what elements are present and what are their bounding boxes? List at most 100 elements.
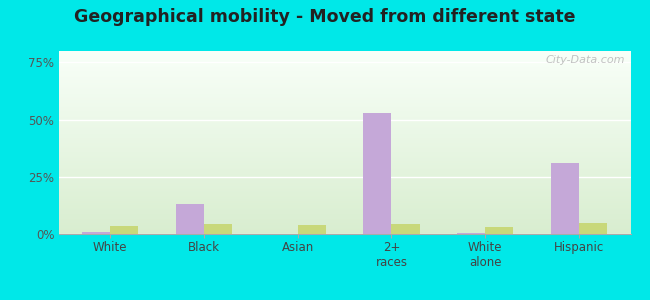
Bar bbox=[58, 85, 630, 86]
Bar bbox=[58, 70, 630, 71]
Bar bbox=[58, 90, 630, 91]
Bar bbox=[58, 159, 630, 160]
Bar bbox=[58, 214, 630, 215]
Bar bbox=[58, 202, 630, 203]
Bar bbox=[58, 213, 630, 214]
Bar bbox=[58, 193, 630, 194]
Bar bbox=[58, 143, 630, 144]
Bar bbox=[58, 135, 630, 136]
Bar bbox=[58, 171, 630, 172]
Bar bbox=[58, 187, 630, 188]
Bar bbox=[58, 156, 630, 157]
Bar bbox=[298, 225, 326, 234]
Bar bbox=[58, 179, 630, 180]
Bar bbox=[58, 204, 630, 205]
Bar bbox=[58, 120, 630, 121]
Bar bbox=[58, 208, 630, 209]
Bar bbox=[58, 136, 630, 137]
Bar bbox=[58, 118, 630, 119]
Bar bbox=[58, 117, 630, 118]
Bar bbox=[58, 162, 630, 163]
Bar bbox=[457, 233, 485, 234]
Bar bbox=[58, 201, 630, 202]
Bar bbox=[58, 51, 630, 52]
Bar bbox=[58, 69, 630, 70]
Bar bbox=[58, 77, 630, 78]
Bar bbox=[58, 205, 630, 206]
Bar bbox=[58, 131, 630, 132]
Bar bbox=[579, 223, 607, 234]
Bar bbox=[58, 129, 630, 130]
Bar bbox=[58, 183, 630, 184]
Bar bbox=[58, 147, 630, 148]
Bar bbox=[58, 64, 630, 65]
Bar bbox=[58, 151, 630, 152]
Bar bbox=[58, 192, 630, 193]
Bar bbox=[58, 220, 630, 221]
Bar bbox=[58, 134, 630, 135]
Bar bbox=[58, 230, 630, 231]
Bar bbox=[58, 191, 630, 192]
Bar bbox=[58, 111, 630, 112]
Bar bbox=[58, 84, 630, 85]
Bar bbox=[58, 97, 630, 98]
Bar bbox=[58, 59, 630, 60]
Bar bbox=[58, 186, 630, 187]
Bar bbox=[58, 223, 630, 224]
Bar bbox=[58, 107, 630, 108]
Bar bbox=[58, 152, 630, 153]
Bar bbox=[58, 52, 630, 53]
Bar bbox=[58, 98, 630, 99]
Bar bbox=[58, 141, 630, 142]
Bar bbox=[58, 215, 630, 216]
Bar bbox=[58, 144, 630, 145]
Bar bbox=[58, 169, 630, 170]
Bar bbox=[58, 63, 630, 64]
Bar bbox=[58, 185, 630, 186]
Bar bbox=[58, 182, 630, 183]
Bar bbox=[58, 180, 630, 181]
Bar bbox=[58, 161, 630, 162]
Bar bbox=[391, 224, 419, 234]
Bar bbox=[58, 106, 630, 107]
Bar bbox=[58, 216, 630, 217]
Bar bbox=[58, 197, 630, 198]
Bar bbox=[58, 92, 630, 93]
Bar bbox=[176, 204, 204, 234]
Bar bbox=[363, 113, 391, 234]
Bar bbox=[485, 227, 514, 234]
Bar bbox=[58, 145, 630, 146]
Bar bbox=[58, 158, 630, 159]
Bar bbox=[58, 165, 630, 166]
Bar bbox=[58, 56, 630, 57]
Bar bbox=[58, 66, 630, 67]
Bar bbox=[58, 80, 630, 81]
Bar bbox=[58, 72, 630, 73]
Bar bbox=[58, 65, 630, 66]
Bar bbox=[58, 177, 630, 178]
Bar bbox=[58, 190, 630, 191]
Bar bbox=[58, 102, 630, 103]
Bar bbox=[58, 54, 630, 55]
Bar bbox=[58, 71, 630, 72]
Bar bbox=[58, 137, 630, 138]
Bar bbox=[58, 176, 630, 177]
Bar bbox=[58, 178, 630, 179]
Bar bbox=[58, 232, 630, 233]
Bar bbox=[58, 91, 630, 92]
Bar bbox=[58, 164, 630, 165]
Bar bbox=[58, 132, 630, 133]
Bar bbox=[58, 127, 630, 128]
Bar bbox=[58, 184, 630, 185]
Bar bbox=[58, 123, 630, 124]
Bar bbox=[58, 173, 630, 174]
Bar bbox=[58, 203, 630, 204]
Bar bbox=[58, 82, 630, 83]
Bar bbox=[58, 115, 630, 116]
Bar bbox=[58, 112, 630, 113]
Bar bbox=[58, 103, 630, 104]
Bar bbox=[58, 150, 630, 151]
Bar bbox=[58, 76, 630, 77]
Bar bbox=[58, 104, 630, 105]
Bar bbox=[58, 94, 630, 95]
